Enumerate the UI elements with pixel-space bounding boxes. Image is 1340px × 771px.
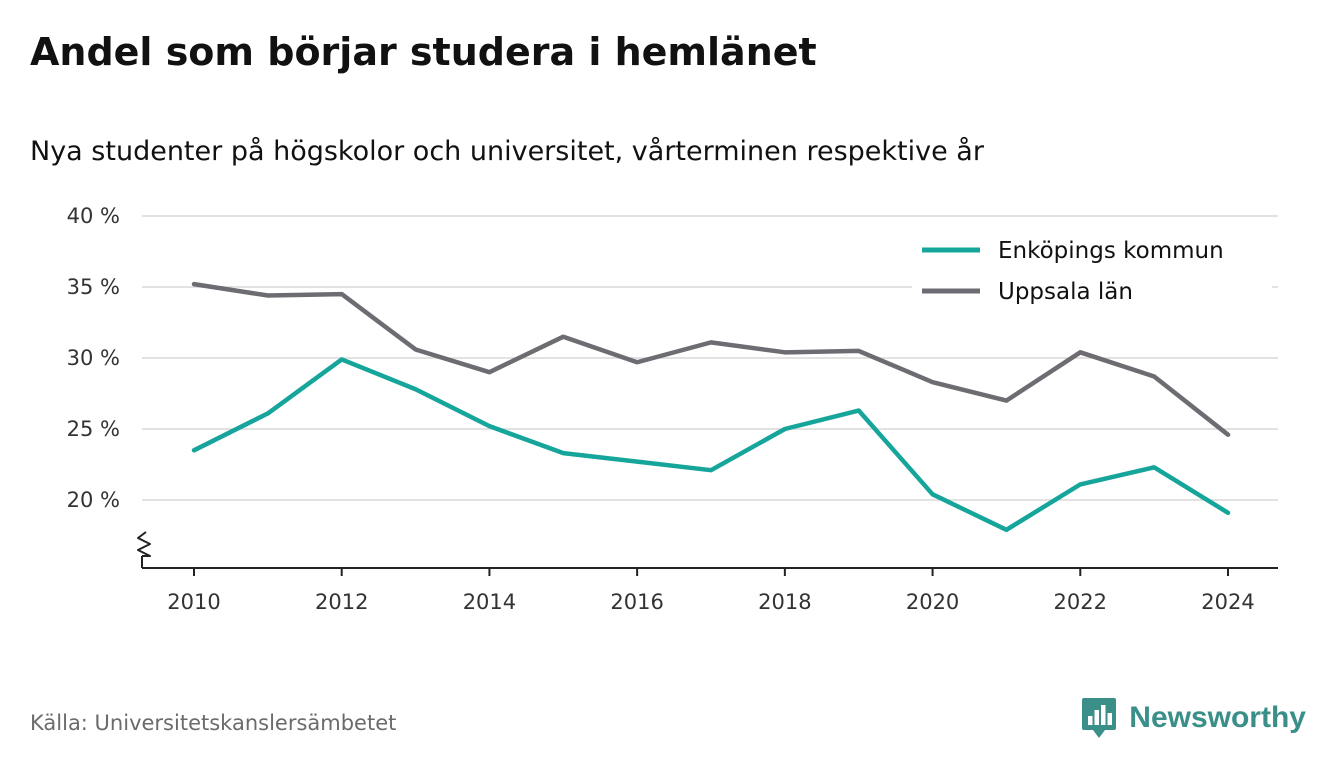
y-tick-label-35: 35 % [67,275,120,299]
series-lines [191,281,1231,533]
y-tick-label-30: 30 % [67,346,120,370]
legend-background [912,230,1272,310]
brand-logo[interactable]: Newsworthy [1081,696,1306,740]
y-axis-break-mark [137,531,151,557]
x-tick-label-2022: 2022 [1054,590,1107,614]
x-tick-label-2010: 2010 [167,590,220,614]
x-tick-label-2020: 2020 [906,590,959,614]
x-tick-label-2014: 2014 [463,590,516,614]
source-note: Källa: Universitetskanslersämbetet [30,711,397,735]
x-tick-label-2012: 2012 [315,590,368,614]
series-line-1 [191,281,1231,437]
axes: 20 % 25 % 30 % 35 % 40 % 2010 2012 2014 2016 2018… [67,204,1278,614]
legend-label-0: Enköpings kommun [998,238,1224,264]
series-line-0 [191,357,1231,533]
legend: Enköpings kommun Uppsala län [912,230,1272,310]
brand-name: Newsworthy [1129,701,1306,734]
newsworthy-logo-icon [1082,698,1117,738]
x-tick-label-2024: 2024 [1201,590,1254,614]
legend-label-1: Uppsala län [998,279,1133,305]
y-tick-label-40: 40 % [67,204,120,228]
x-tick-label-2018: 2018 [758,590,811,614]
chart-title: Andel som börjar studera i hemlänet [30,30,817,74]
y-tick-label-20: 20 % [67,488,120,512]
x-tick-label-2016: 2016 [610,590,663,614]
y-tick-label-25: 25 % [67,417,120,441]
chart-subtitle: Nya studenter på högskolor och universit… [30,136,984,167]
